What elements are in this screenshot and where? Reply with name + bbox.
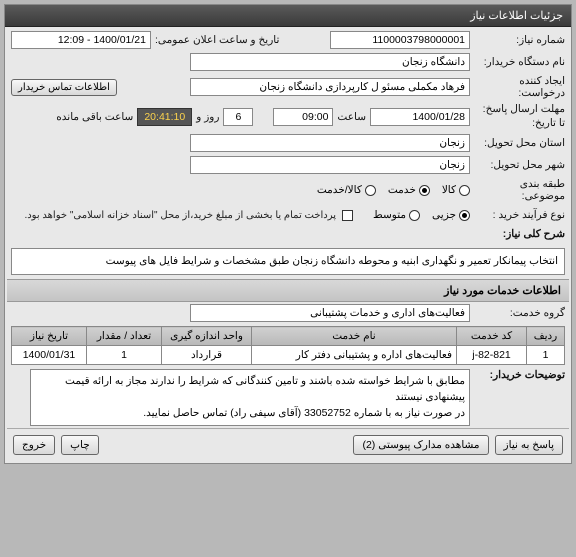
contact-button[interactable]: اطلاعات تماس خریدار (11, 79, 117, 96)
footer-bar: پاسخ به نیاز مشاهده مدارک پیوستی (2) چاپ… (7, 428, 569, 461)
radio-service-label: خدمت (388, 184, 416, 196)
table-row[interactable]: 1 j-82-821 فعالیت‌های اداره و پشتیبانی د… (12, 346, 565, 365)
services-subheader: اطلاعات خدمات مورد نیاز (7, 279, 569, 302)
buyer-org-label: نام دستگاه خریدار: (470, 56, 565, 68)
radio-minor[interactable]: جزیی (432, 209, 470, 221)
days-label: روز و (192, 111, 223, 123)
summary-box: انتخاب پیمانکار تعمیر و نگهداری ابنیه و … (11, 248, 565, 275)
need-no-field: 1100003798000001 (330, 31, 470, 49)
radio-goods-label: کالا (442, 184, 456, 196)
buyer-notes-line2: در صورت نیاز به با شماره 33052752 (آقای … (35, 406, 465, 422)
close-button[interactable]: خروج (13, 435, 55, 455)
radio-icon (419, 185, 430, 196)
public-date-label: تاریخ و ساعت اعلان عمومی: (151, 34, 283, 46)
col-row: ردیف (527, 327, 565, 346)
row-creator: ایجاد کننده درخواست: فرهاد مکملی مسئو ل … (7, 73, 569, 101)
service-group-label: گروه خدمت: (470, 307, 565, 319)
print-button[interactable]: چاپ (61, 435, 99, 455)
details-panel: جزئیات اطلاعات نیاز شماره نیاز: 11000037… (4, 4, 572, 464)
city-label: شهر محل تحویل: (470, 159, 565, 171)
cell-name: فعالیت‌های اداره و پشتیبانی دفتر کار (252, 346, 457, 365)
radio-icon (365, 185, 376, 196)
radio-goods-service[interactable]: کالا/خدمت (317, 184, 376, 196)
service-group-field: فعالیت‌های اداری و خدمات پشتیبانی (190, 304, 470, 322)
category-label: طبقه بندی موضوعی: (470, 178, 565, 202)
row-buyer-org: نام دستگاه خریدار: دانشگاه زنجان (7, 51, 569, 73)
city-field: زنجان (190, 156, 470, 174)
row-category: طبقه بندی موضوعی: کالا خدمت کالا/خدمت (7, 176, 569, 204)
creator-label: ایجاد کننده درخواست: (470, 75, 565, 99)
respond-button[interactable]: پاسخ به نیاز (495, 435, 563, 455)
deadline-date-field: 1400/01/28 (370, 108, 470, 126)
buyer-notes-label: توضیحات خریدار: (470, 369, 565, 381)
radio-icon (459, 185, 470, 196)
col-code: کد خدمت (457, 327, 527, 346)
col-unit: واحد اندازه گیری (162, 327, 252, 346)
days-field: 6 (223, 108, 253, 126)
province-label: استان محل تحویل: (470, 137, 565, 149)
panel-content: شماره نیاز: 1100003798000001 تاریخ و ساع… (5, 27, 571, 463)
province-field: زنجان (190, 134, 470, 152)
need-no-label: شماره نیاز: (470, 34, 565, 46)
row-service-group: گروه خدمت: فعالیت‌های اداری و خدمات پشتی… (7, 302, 569, 324)
radio-service[interactable]: خدمت (388, 184, 430, 196)
row-need-no: شماره نیاز: 1100003798000001 تاریخ و ساع… (7, 29, 569, 51)
col-date: تاریخ نیاز (12, 327, 87, 346)
radio-icon (459, 210, 470, 221)
col-qty: تعداد / مقدار (87, 327, 162, 346)
radio-medium-label: متوسط (373, 209, 406, 221)
row-summary: شرح کلی نیاز: (7, 226, 569, 248)
public-date-field: 1400/01/21 - 12:09 (11, 31, 151, 49)
radio-medium[interactable]: متوسط (373, 209, 420, 221)
deadline-label: مهلت ارسال پاسخ: تا تاریخ: (470, 103, 565, 130)
table-header-row: ردیف کد خدمت نام خدمت واحد اندازه گیری ت… (12, 327, 565, 346)
col-name: نام خدمت (252, 327, 457, 346)
buyer-notes-box: مطابق با شرایط خواسته شده باشند و تامین … (30, 369, 470, 426)
cell-qty: 1 (87, 346, 162, 365)
row-province: استان محل تحویل: زنجان (7, 132, 569, 154)
radio-goods[interactable]: کالا (442, 184, 470, 196)
radio-icon (409, 210, 420, 221)
radio-minor-label: جزیی (432, 209, 456, 221)
payment-note: پرداخت تمام یا بخشی از مبلغ خرید،از محل … (18, 208, 342, 223)
deadline-time-field: 09:00 (273, 108, 333, 126)
row-process: نوع فرآیند خرید : جزیی متوسط پرداخت تمام… (7, 204, 569, 226)
countdown-box: 20:41:10 (137, 108, 192, 126)
summary-label: شرح کلی نیاز: (470, 228, 565, 240)
row-buyer-notes: توضیحات خریدار: مطابق با شرایط خواسته شد… (7, 367, 569, 428)
services-table: ردیف کد خدمت نام خدمت واحد اندازه گیری ت… (11, 326, 565, 365)
panel-title: جزئیات اطلاعات نیاز (470, 10, 563, 22)
row-deadline: مهلت ارسال پاسخ: تا تاریخ: 1400/01/28 سا… (7, 101, 569, 132)
creator-field: فرهاد مکملی مسئو ل کارپردازی دانشگاه زنج… (190, 78, 470, 96)
buyer-notes-line1: مطابق با شرایط خواسته شده باشند و تامین … (35, 374, 465, 406)
remaining-label: ساعت باقی مانده (52, 111, 137, 123)
category-radios: کالا خدمت کالا/خدمت (317, 184, 470, 196)
attachments-button[interactable]: مشاهده مدارک پیوستی (2) (353, 435, 488, 455)
radio-goods-service-label: کالا/خدمت (317, 184, 362, 196)
payment-checkbox[interactable] (342, 210, 353, 221)
row-city: شهر محل تحویل: زنجان (7, 154, 569, 176)
buyer-org-field: دانشگاه زنجان (190, 53, 470, 71)
cell-row: 1 (527, 346, 565, 365)
cell-unit: قرارداد (162, 346, 252, 365)
process-radios: جزیی متوسط (373, 209, 470, 221)
cell-date: 1400/01/31 (12, 346, 87, 365)
cell-code: j-82-821 (457, 346, 527, 365)
process-label: نوع فرآیند خرید : (470, 209, 565, 221)
time-label: ساعت (333, 111, 370, 123)
panel-header: جزئیات اطلاعات نیاز (5, 5, 571, 27)
